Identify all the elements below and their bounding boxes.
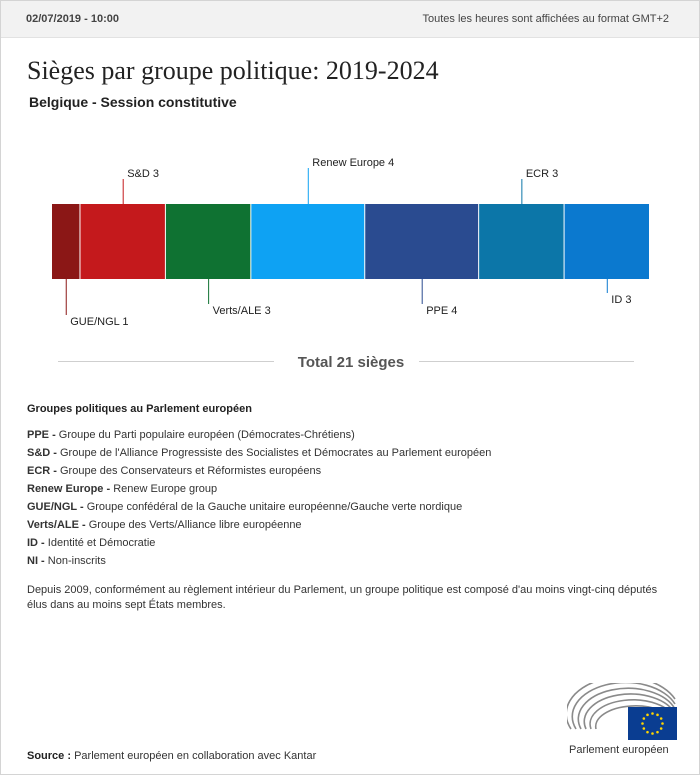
bar-segment [52,204,80,279]
bar-label: GUE/NGL 1 [70,316,128,328]
star-icon [651,732,654,735]
source-label: Source : [27,750,72,762]
group-item: GUE/NGL - Groupe confédéral de la Gauche… [27,500,677,518]
star-icon [642,727,646,730]
star-icon [651,712,654,715]
groups-heading: Groupes politiques au Parlement européen [27,403,252,415]
star-icon [659,727,663,730]
group-name: Groupe des Conservateurs et Réformistes … [60,465,322,477]
parliament-logo [567,683,677,740]
star-icon [646,713,649,717]
seat-bar-chart: GUE/NGL 1 S&D 3 Verts/ALE 3 Renew Europe 4 P… [52,157,649,328]
top-bar: 02/07/2019 - 10:00 Toutes les heures son… [1,1,699,38]
bar-label: S&D 3 [127,168,159,180]
star-icon [646,730,649,734]
bar-label: ECR 3 [526,168,558,180]
star-icon [642,717,646,720]
group-name: Groupe des Verts/Alliance libre européen… [88,519,302,531]
group-abbr: ECR - [27,465,60,477]
group-name: Groupe confédéral de la Gauche unitaire … [86,501,463,513]
group-abbr: GUE/NGL - [27,501,87,513]
total-divider-right [419,361,634,362]
bar-segment [251,204,365,279]
bar-segment [479,204,564,279]
source-text: Parlement européen en collaboration avec… [74,750,317,762]
group-item: Verts/ALE - Groupe des Verts/Alliance li… [27,518,677,536]
group-item: S&D - Groupe de l'Alliance Progressiste … [27,446,677,464]
bar-label: PPE 4 [426,305,457,317]
group-item: ECR - Groupe des Conservateurs et Réform… [27,464,677,482]
bar-segment [80,204,165,279]
bar-label: Verts/ALE 3 [213,305,271,317]
group-abbr: ID - [27,537,48,549]
star-icon [659,717,663,720]
chart-subtitle: Belgique - Session constitutive [29,94,237,110]
date-time: 02/07/2019 - 10:00 [26,13,119,25]
bar-segment [165,204,251,279]
bar-segment [564,204,649,279]
group-name: Groupe du Parti populaire européen (Démo… [58,429,355,441]
group-item: NI - Non-inscrits [27,554,677,572]
group-item: Renew Europe - Renew Europe group [27,482,677,500]
star-icon [656,713,659,717]
bar-label: Renew Europe 4 [312,157,394,169]
rules-note: Depuis 2009, conformément au règlement i… [27,584,658,611]
logo-text: Parlement européen [569,744,669,756]
bar-label: ID 3 [611,294,631,306]
group-name: Renew Europe group [113,483,218,495]
group-item: PPE - Groupe du Parti populaire européen… [27,428,677,446]
total-divider-left [58,361,274,362]
group-abbr: Renew Europe - [27,483,114,495]
group-name: Groupe de l'Alliance Progressiste des So… [60,447,492,459]
total-seats: Total 21 sièges [297,354,405,371]
group-item: ID - Identité et Démocratie [27,536,677,554]
star-icon [641,722,644,725]
eu-flag-icon [628,707,677,740]
group-abbr: NI - [27,555,48,567]
timezone-note: Toutes les heures sont affichées au form… [422,13,669,25]
group-abbr: PPE - [27,429,59,441]
star-icon [661,722,664,725]
group-abbr: Verts/ALE - [27,519,89,531]
groups-list: PPE - Groupe du Parti populaire européen… [27,428,677,572]
star-icon [656,730,659,734]
group-name: Non-inscrits [47,555,106,567]
bar-segment [365,204,479,279]
source-line: Source : Parlement européen en collabora… [27,750,316,762]
group-name: Identité et Démocratie [47,537,156,549]
group-abbr: S&D - [27,447,60,459]
chart-title: Sièges par groupe politique: 2019-2024 [27,56,439,85]
